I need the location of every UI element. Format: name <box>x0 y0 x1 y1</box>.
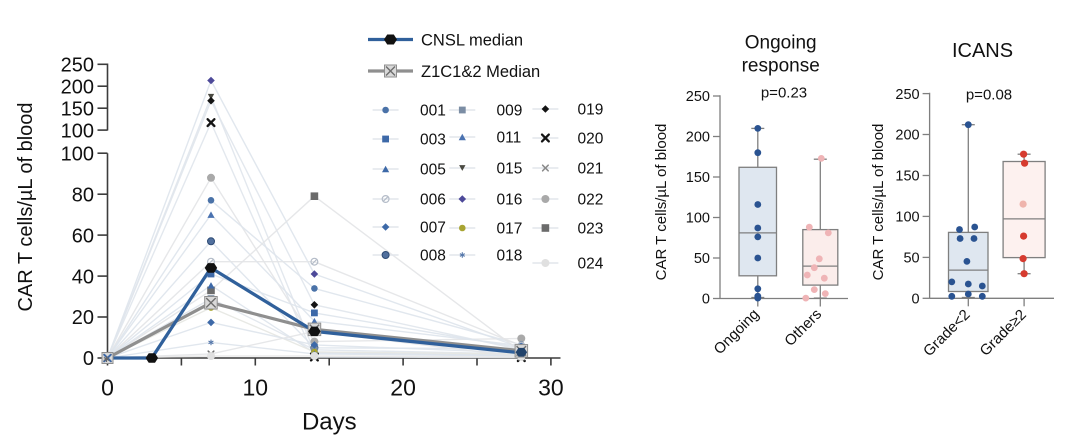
svg-text:019: 019 <box>578 102 604 119</box>
svg-text:006: 006 <box>420 192 446 209</box>
svg-text:250: 250 <box>61 55 94 77</box>
svg-text:011: 011 <box>497 130 522 147</box>
svg-text:50: 50 <box>903 251 919 267</box>
svg-text:015: 015 <box>497 161 523 178</box>
svg-text:021: 021 <box>578 161 604 178</box>
svg-text:response: response <box>742 56 820 77</box>
svg-text:Days: Days <box>302 408 357 435</box>
svg-text:50: 50 <box>694 251 710 267</box>
svg-text:150: 150 <box>686 170 710 186</box>
svg-text:80: 80 <box>72 184 94 206</box>
svg-text:0: 0 <box>912 292 920 308</box>
svg-text:0: 0 <box>83 348 94 370</box>
svg-text:100: 100 <box>895 210 919 226</box>
svg-text:ICANS: ICANS <box>952 40 1013 62</box>
svg-text:007: 007 <box>420 220 446 237</box>
svg-text:30: 30 <box>538 375 564 401</box>
svg-text:009: 009 <box>497 103 523 120</box>
svg-text:150: 150 <box>895 169 919 185</box>
svg-text:100: 100 <box>686 211 710 227</box>
svg-text:Ongoing: Ongoing <box>745 33 817 54</box>
svg-text:200: 200 <box>686 130 710 146</box>
svg-text:017: 017 <box>497 221 523 238</box>
svg-text:150: 150 <box>61 98 94 120</box>
svg-text:0: 0 <box>702 292 710 308</box>
svg-text:20: 20 <box>390 375 416 401</box>
svg-text:Z1C1&2 Median: Z1C1&2 Median <box>421 63 540 81</box>
svg-text:005: 005 <box>420 162 446 179</box>
svg-text:p=0.23: p=0.23 <box>761 85 807 102</box>
svg-text:10: 10 <box>243 375 269 401</box>
svg-text:100: 100 <box>61 120 94 142</box>
svg-text:018: 018 <box>497 248 523 265</box>
svg-text:001: 001 <box>420 103 446 120</box>
svg-text:p=0.08: p=0.08 <box>966 87 1012 104</box>
svg-text:200: 200 <box>61 76 94 98</box>
svg-text:100: 100 <box>61 143 94 165</box>
svg-text:023: 023 <box>578 221 604 238</box>
svg-text:200: 200 <box>895 128 919 144</box>
svg-text:60: 60 <box>72 225 94 247</box>
svg-text:0: 0 <box>101 375 114 401</box>
svg-text:016: 016 <box>497 192 523 209</box>
svg-text:008: 008 <box>420 248 446 265</box>
svg-text:40: 40 <box>72 266 94 288</box>
svg-text:20: 20 <box>72 307 94 329</box>
svg-text:250: 250 <box>686 89 710 105</box>
svg-text:CAR T cells/µL of blood: CAR T cells/µL of blood <box>653 124 670 281</box>
svg-text:003: 003 <box>420 132 446 149</box>
svg-text:022: 022 <box>578 192 604 209</box>
svg-text:250: 250 <box>895 87 919 103</box>
svg-text:020: 020 <box>578 131 604 148</box>
svg-text:CNSL median: CNSL median <box>421 32 523 50</box>
svg-text:CAR T cells/µL of blood: CAR T cells/µL of blood <box>15 102 37 311</box>
svg-text:CAR T cells/µL of blood: CAR T cells/µL of blood <box>870 124 887 281</box>
svg-text:024: 024 <box>578 256 604 273</box>
